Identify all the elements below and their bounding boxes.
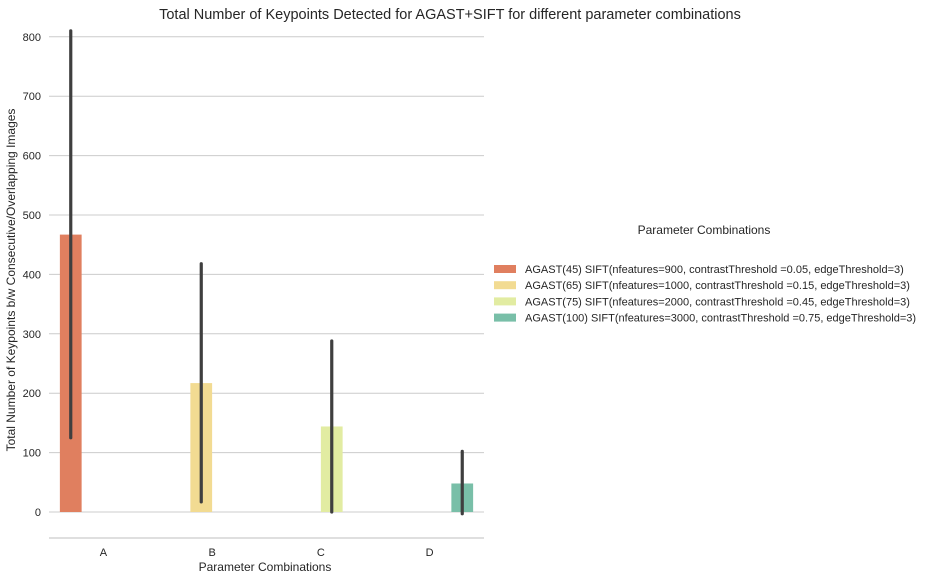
legend-swatch [494,265,516,273]
x-tick-label: C [317,547,325,559]
legend-entry: AGAST(45) SIFT(nfeatures=900, contrastTh… [525,264,904,276]
legend-entry: AGAST(75) SIFT(nfeatures=2000, contrastT… [525,296,910,308]
y-tick-label: 0 [35,507,41,519]
y-tick-label: 800 [23,32,41,44]
legend-entry: AGAST(100) SIFT(nfeatures=3000, contrast… [525,313,916,325]
error-bars [69,29,464,516]
y-tick-label: 200 [23,388,41,400]
legend-swatch [494,313,516,322]
chart-title: Total Number of Keypoints Detected for A… [159,7,741,23]
legend-title: Parameter Combinations [638,223,771,237]
y-axis-label: Total Number of Keypoints b/w Consecutiv… [4,109,18,452]
y-tick-label: 500 [23,210,41,222]
grid [49,36,484,513]
y-tick-label: 400 [23,269,41,281]
y-ticks: 0 100 200 300 400 500 600 700 800 [23,32,41,519]
x-axis-label: Parameter Combinations [199,560,332,574]
legend-swatch [494,281,516,290]
y-tick-label: 300 [23,329,41,341]
y-tick-label: 100 [23,448,41,460]
x-tick-label: D [426,547,434,559]
y-tick-label: 600 [23,151,41,163]
legend-swatch [494,297,516,306]
x-tick-label: A [100,547,108,559]
bars [59,234,474,513]
x-tick-label: B [208,547,215,559]
legend: Parameter Combinations AGAST(45) SIFT(nf… [494,223,916,325]
y-tick-label: 700 [23,91,41,103]
legend-entry: AGAST(65) SIFT(nfeatures=1000, contrastT… [525,280,910,292]
x-ticks: A B C D [100,547,434,559]
